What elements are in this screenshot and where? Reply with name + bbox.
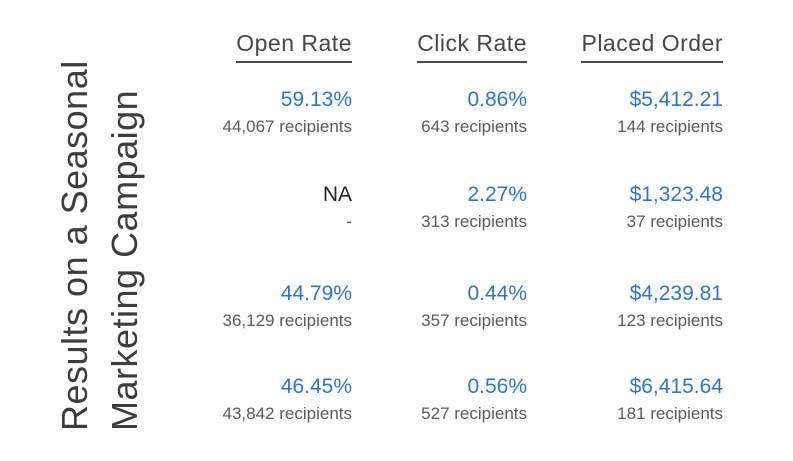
table-cell-row1-placed-order: $5,412.21 144 recipients: [571, 86, 723, 140]
table-cell-row3-open-rate: 44.79% 36,129 recipients: [200, 280, 352, 334]
click-rate-value: 2.27%: [467, 183, 527, 206]
column-header-click-rate: Click Rate: [375, 30, 527, 63]
placed-order-recipients: 181 recipients: [617, 404, 723, 423]
column-header-click-rate-label: Click Rate: [417, 30, 527, 63]
table-cell-row2-open-rate: NA -: [200, 181, 352, 235]
click-rate-value: 0.44%: [467, 282, 527, 305]
column-header-open-rate: Open Rate: [200, 30, 352, 63]
click-rate-value: 0.86%: [467, 88, 527, 111]
placed-order-value: $5,412.21: [629, 88, 723, 111]
click-rate-recipients: 643 recipients: [421, 117, 527, 136]
open-rate-value: 59.13%: [280, 88, 352, 111]
open-rate-value: 44.79%: [280, 282, 352, 305]
open-rate-recipients: 44,067 recipients: [222, 117, 352, 136]
placed-order-value: $6,415.64: [629, 375, 723, 398]
column-header-placed-order-label: Placed Order: [581, 30, 723, 63]
table-cell-row1-click-rate: 0.86% 643 recipients: [375, 86, 527, 140]
open-rate-recipients: 36,129 recipients: [222, 311, 352, 330]
chart-title: Results on a Seasonal Marketing Campaign: [50, 60, 154, 431]
open-rate-value: 46.45%: [280, 375, 352, 398]
open-rate-recipients: 43,842 recipients: [222, 404, 352, 423]
table-cell-row4-open-rate: 46.45% 43,842 recipients: [200, 373, 352, 427]
click-rate-recipients: 527 recipients: [421, 404, 527, 423]
open-rate-recipients: -: [346, 212, 352, 231]
table-cell-row2-click-rate: 2.27% 313 recipients: [375, 181, 527, 235]
chart-title-line-1: Results on a Seasonal: [54, 60, 95, 431]
table-cell-row3-click-rate: 0.44% 357 recipients: [375, 280, 527, 334]
table-cell-row2-placed-order: $1,323.48 37 recipients: [571, 181, 723, 235]
placed-order-value: $1,323.48: [629, 183, 723, 206]
click-rate-value: 0.56%: [467, 375, 527, 398]
placed-order-recipients: 123 recipients: [617, 311, 723, 330]
column-header-placed-order: Placed Order: [571, 30, 723, 63]
click-rate-recipients: 357 recipients: [421, 311, 527, 330]
table-cell-row1-open-rate: 59.13% 44,067 recipients: [200, 86, 352, 140]
chart-title-line-2: Marketing Campaign: [104, 89, 145, 431]
table-cell-row3-placed-order: $4,239.81 123 recipients: [571, 280, 723, 334]
table-cell-row4-placed-order: $6,415.64 181 recipients: [571, 373, 723, 427]
placed-order-value: $4,239.81: [629, 282, 723, 305]
placed-order-recipients: 144 recipients: [617, 117, 723, 136]
placed-order-recipients: 37 recipients: [626, 212, 723, 231]
column-header-open-rate-label: Open Rate: [236, 30, 352, 63]
open-rate-value: NA: [322, 183, 352, 206]
table-cell-row4-click-rate: 0.56% 527 recipients: [375, 373, 527, 427]
click-rate-recipients: 313 recipients: [421, 212, 527, 231]
